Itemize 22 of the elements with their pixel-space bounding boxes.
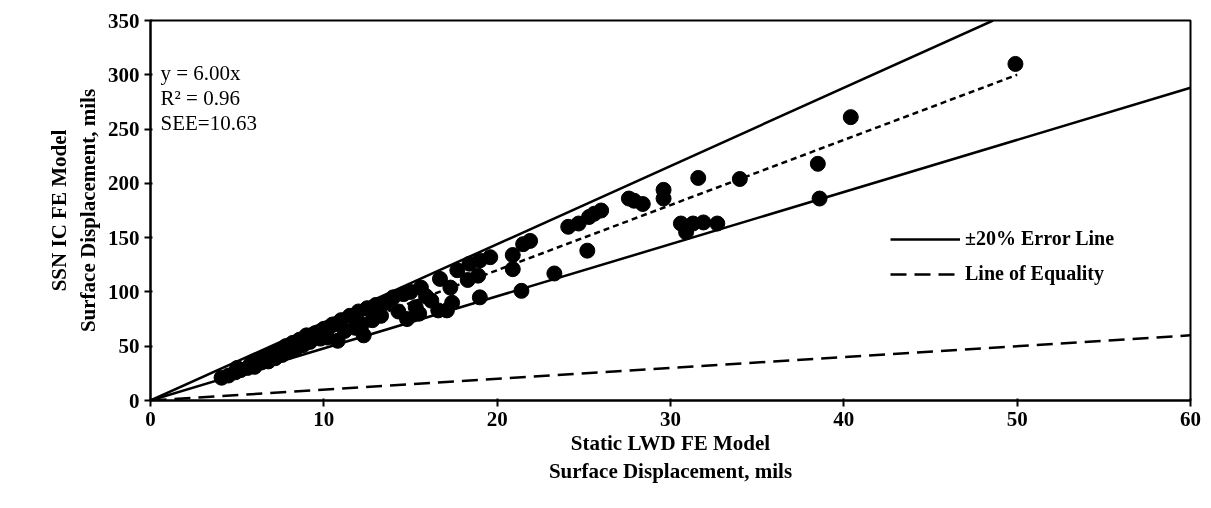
x-axis-title: Static LWD FE Model Surface Displacement, mils: [548, 430, 793, 484]
y-tick-label: 350: [108, 8, 140, 33]
x-tick-label: 0: [145, 406, 156, 431]
legend-label: Line of Equality: [965, 262, 1104, 285]
y-tick-label: 50: [118, 334, 140, 359]
x-tick-label: 40: [833, 406, 855, 431]
x-tick-label: 60: [1180, 406, 1201, 431]
y-tick-label: 300: [108, 62, 140, 87]
y-tick-label: 200: [108, 171, 140, 196]
legend-label: ±20% Error Line: [965, 227, 1115, 250]
x-tick-label: 20: [486, 406, 508, 431]
annotation: y = 6.00x: [160, 60, 242, 85]
y-tick-label: 0: [129, 388, 140, 413]
x-tick-label: 50: [1006, 406, 1028, 431]
y-tick-label: 100: [108, 279, 140, 304]
annotation: R² = 0.96: [160, 85, 240, 110]
annotation: SEE=10.63: [160, 110, 257, 135]
x-tick-label: 10: [313, 406, 335, 431]
y-tick-label: 250: [108, 117, 140, 142]
x-tick-label: 30: [660, 406, 681, 431]
y-tick-label: 150: [108, 225, 140, 250]
y-axis-title: SSN IC FE Model Surface Displacement, mils: [47, 88, 100, 333]
